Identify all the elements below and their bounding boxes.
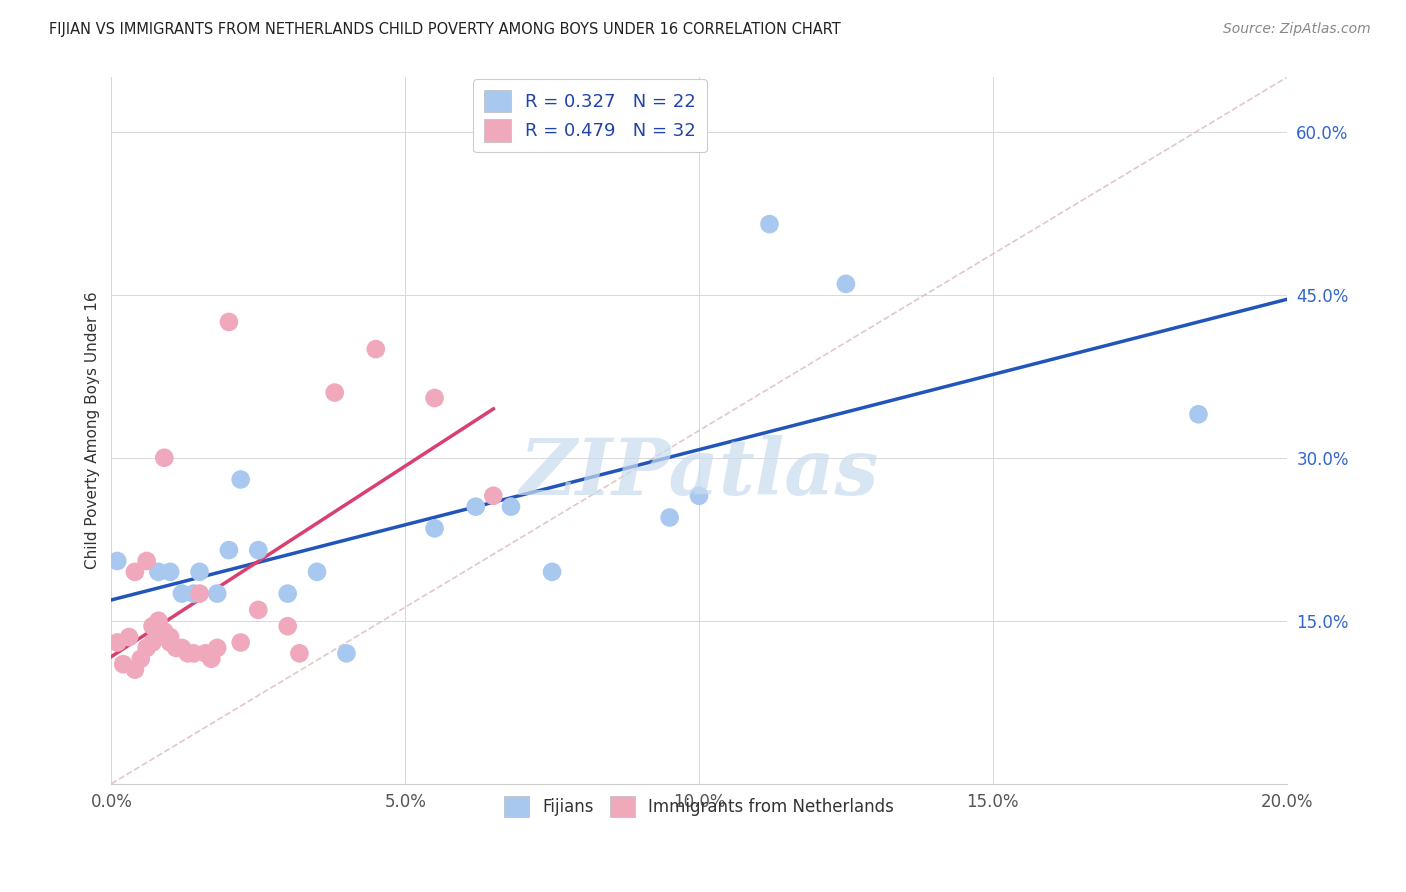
Point (183, 646, 205, 660)
Point (159, 565, 181, 579)
Point (423, 391, 446, 405)
Point (170, 586, 193, 600)
Point (205, 586, 228, 600)
Point (159, 635, 181, 649)
Point (183, 586, 205, 600)
Point (148, 565, 170, 579)
Point (247, 603, 270, 617)
Point (105, 635, 128, 649)
Point (141, 619, 163, 633)
Point (205, 640, 228, 655)
Text: ZIPatlas: ZIPatlas (519, 434, 879, 511)
Point (423, 521, 446, 535)
Point (135, 554, 157, 568)
Point (277, 586, 299, 600)
Point (200, 652, 222, 666)
Point (153, 624, 176, 639)
Point (323, 385, 346, 400)
Point (129, 652, 152, 666)
Point (194, 646, 217, 660)
Point (688, 489, 710, 503)
Point (153, 450, 176, 465)
Point (218, 543, 240, 558)
Point (141, 635, 163, 649)
Point (112, 657, 135, 672)
Point (1187, 407, 1209, 421)
Point (288, 646, 311, 660)
Point (124, 663, 146, 677)
Point (464, 500, 486, 514)
Point (148, 614, 170, 628)
Point (218, 315, 240, 329)
Point (177, 646, 200, 660)
Point (188, 586, 211, 600)
Point (188, 565, 211, 579)
Point (124, 565, 146, 579)
Y-axis label: Child Poverty Among Boys Under 16: Child Poverty Among Boys Under 16 (86, 292, 100, 569)
Point (105, 554, 128, 568)
Point (159, 630, 181, 644)
Point (335, 646, 357, 660)
Point (758, 217, 780, 231)
Point (229, 473, 252, 487)
Text: FIJIAN VS IMMIGRANTS FROM NETHERLANDS CHILD POVERTY AMONG BOYS UNDER 16 CORRELAT: FIJIAN VS IMMIGRANTS FROM NETHERLANDS CH… (49, 22, 841, 37)
Point (165, 640, 187, 655)
Point (364, 342, 387, 356)
Legend: Fijians, Immigrants from Netherlands: Fijians, Immigrants from Netherlands (495, 788, 903, 825)
Point (482, 489, 505, 503)
Point (170, 640, 193, 655)
Point (277, 619, 299, 633)
Text: Source: ZipAtlas.com: Source: ZipAtlas.com (1223, 22, 1371, 37)
Point (307, 565, 329, 579)
Point (135, 640, 157, 655)
Point (835, 277, 858, 291)
Point (229, 635, 252, 649)
Point (247, 543, 270, 558)
Point (541, 565, 564, 579)
Point (499, 500, 522, 514)
Point (658, 510, 681, 524)
Point (118, 630, 141, 644)
